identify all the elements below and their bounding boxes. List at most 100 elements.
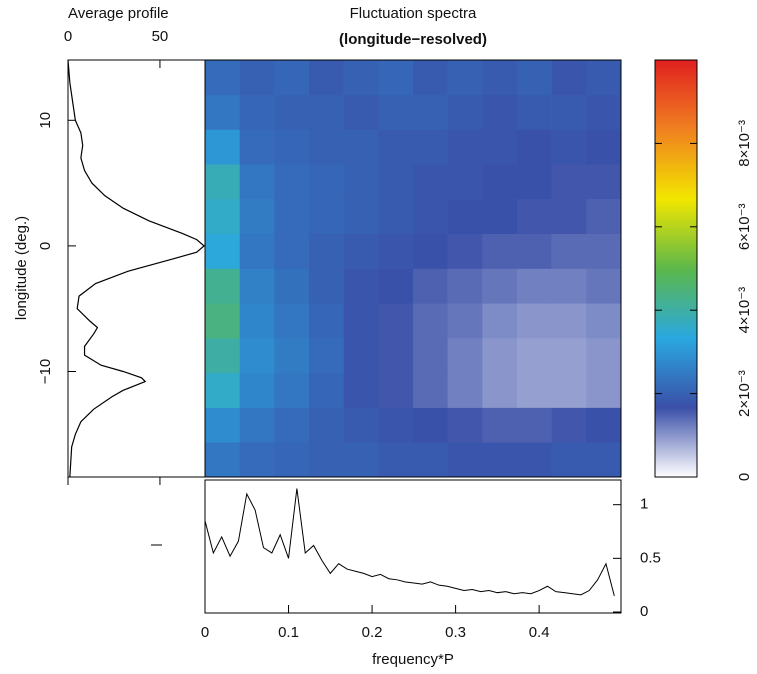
heatmap-cell (482, 268, 518, 304)
heatmap-cell (309, 164, 344, 200)
heatmap-cell (517, 199, 552, 235)
heatmap-cell (413, 407, 448, 443)
heatmap-cell (378, 303, 414, 339)
heatmap-cell (517, 442, 552, 478)
heatmap-cell (343, 372, 379, 408)
x-tick-label: 0 (64, 28, 72, 45)
heatmap-cell (482, 164, 518, 200)
x-axis-label: frequency*P (372, 651, 454, 668)
heatmap-cell (482, 407, 518, 443)
heatmap-cell (551, 60, 587, 96)
heatmap-cell (517, 60, 552, 96)
heatmap-cell (239, 60, 275, 96)
heatmap-cell (378, 94, 414, 130)
heatmap-cell (274, 60, 310, 96)
heatmap-cell (205, 94, 240, 130)
y-tick-label: 1 (640, 496, 648, 513)
x-tick-label: 0.1 (278, 624, 299, 641)
heatmap-cell (447, 94, 483, 130)
heatmap-cell (413, 442, 448, 478)
heatmap-cell (343, 442, 379, 478)
heatmap-cell (239, 372, 275, 408)
chart-subtitle: (longitude−resolved) (339, 31, 487, 48)
heatmap-cell (586, 337, 622, 374)
heatmap-cell (413, 233, 448, 269)
heatmap-cell (239, 337, 275, 374)
heatmap-cell (205, 199, 240, 235)
y-tick-label: 0 (640, 603, 648, 620)
heatmap-cell (482, 199, 518, 235)
x-tick-label: 0 (201, 624, 209, 641)
heatmap-cell (274, 372, 310, 408)
heatmap-cell (205, 337, 240, 374)
x-tick-label: 0.4 (529, 624, 550, 641)
heatmap-cell (586, 164, 622, 200)
heatmap-cell (551, 337, 587, 374)
heatmap-cell (378, 268, 414, 304)
heatmap-cell (413, 129, 448, 165)
colorbar (654, 59, 698, 478)
axis-frame (67, 59, 205, 478)
heatmap-frame (204, 59, 622, 478)
heatmap-cell (413, 337, 448, 374)
heatmap-cell (447, 337, 483, 374)
heatmap-cell (309, 303, 344, 339)
heatmap-cell (413, 199, 448, 235)
heatmap-cell (586, 129, 622, 165)
heatmap-cell (551, 164, 587, 200)
heatmap-cell (551, 372, 587, 408)
y-tick-label: 0 (37, 242, 54, 250)
heatmap-cell (274, 164, 310, 200)
heatmap-cell (343, 407, 379, 443)
heatmap-cell (517, 372, 552, 408)
profile-line (67, 59, 206, 478)
heatmap-cell (239, 129, 275, 165)
x-tick-label: 0.3 (445, 624, 466, 641)
y-axis-label: longitude (deg.) (13, 216, 30, 320)
colorbar-tick-label: 2×10⁻³ (736, 370, 753, 417)
heatmap-cell (482, 442, 518, 478)
heatmap-cell (378, 337, 414, 374)
heatmap-cell (413, 60, 448, 96)
heatmap-cell (517, 337, 552, 374)
heatmap-cell (239, 164, 275, 200)
heatmap-cell (447, 372, 483, 408)
heatmap-cell (205, 164, 240, 200)
heatmap-cell (309, 407, 344, 443)
heatmap-cell (239, 407, 275, 443)
heatmap-cell (309, 337, 344, 374)
chart-title: Average profile (68, 5, 169, 22)
heatmap-cell (205, 60, 240, 96)
heatmap-cell (551, 233, 587, 269)
heatmap-cell (551, 94, 587, 130)
heatmap-cell (309, 372, 344, 408)
heatmap-cell (309, 233, 344, 269)
heatmap-cell (447, 233, 483, 269)
heatmap-cell (482, 372, 518, 408)
heatmap-cell (551, 407, 587, 443)
heatmap-cell (309, 268, 344, 304)
x-tick-label: 0.2 (362, 624, 383, 641)
heatmap-cell (482, 337, 518, 374)
heatmap-cell (309, 94, 344, 130)
heatmap-cell (586, 233, 622, 269)
heatmap-cell (517, 268, 552, 304)
spectrum-line (204, 488, 615, 597)
heatmap-cell (413, 372, 448, 408)
heatmap-cell (586, 442, 622, 478)
heatmap-cell (586, 268, 622, 304)
heatmap-cell (378, 60, 414, 96)
heatmap-cell (309, 442, 344, 478)
heatmap-cell (239, 199, 275, 235)
heatmap-cell (517, 164, 552, 200)
y-tick-label: −10 (37, 359, 54, 384)
heatmap-cell (205, 129, 240, 165)
heatmap-cell (378, 164, 414, 200)
heatmap-cell (413, 268, 448, 304)
heatmap-cell (447, 129, 483, 165)
heatmap-cell (205, 407, 240, 443)
x-tick-label: 50 (152, 28, 169, 45)
colorbar-tick-label: 0 (736, 473, 753, 481)
heatmap-cell (343, 94, 379, 130)
